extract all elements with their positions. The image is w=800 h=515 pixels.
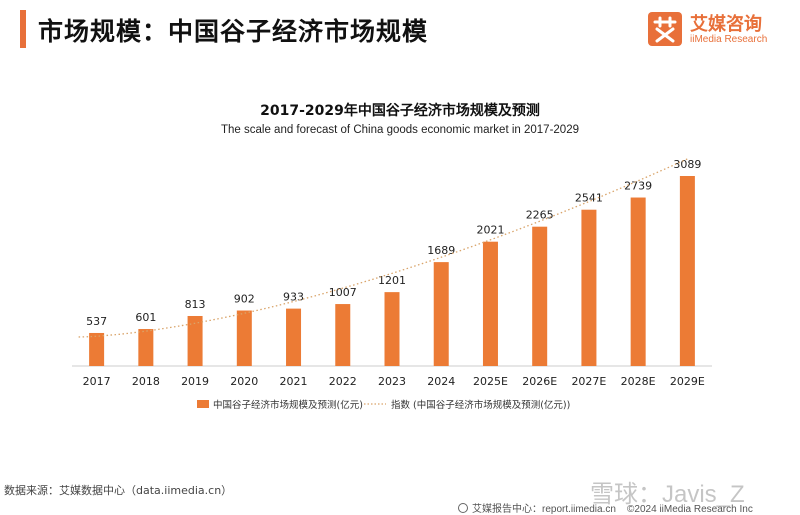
x-tick-2024: 2024: [427, 375, 455, 388]
legend-line-label: 指数 (中国谷子经济市场规模及预测(亿元)): [391, 399, 570, 411]
data-label-2017: 537: [86, 315, 107, 328]
bar-2029E: [679, 176, 695, 366]
data-label-2026E: 2265: [526, 209, 554, 222]
x-tick-2023: 2023: [378, 375, 406, 388]
logo-english-name: iiMedia Research: [690, 34, 768, 45]
x-tick-2018: 2018: [132, 375, 160, 388]
page-title: 市场规模：中国谷子经济市场规模: [38, 17, 429, 46]
data-label-2028E: 2739: [624, 180, 652, 193]
bar-2019: [187, 315, 203, 366]
bar-2026E: [532, 226, 548, 366]
data-source: 数据来源：艾媒数据中心（data.iimedia.cn）: [4, 484, 233, 497]
report-center: 艾媒报告中心：report.iimedia.cn: [472, 504, 616, 515]
footer-info: 艾媒报告中心：report.iimedia.cn ©2024 iiMedia R…: [458, 500, 753, 515]
trend-line: [78, 157, 690, 338]
data-label-2020: 902: [234, 293, 255, 306]
x-tick-2025E: 2025E: [473, 375, 508, 388]
data-label-2029E: 3089: [673, 158, 701, 171]
x-tick-2028E: 2028E: [621, 375, 656, 388]
title-accent-bar: [20, 10, 26, 48]
bar-2027E: [581, 209, 597, 366]
bar-2028E: [630, 197, 646, 366]
x-tick-2029E: 2029E: [670, 375, 705, 388]
logo-chinese-name: 艾媒咨询: [690, 14, 762, 35]
data-label-2019: 813: [185, 298, 206, 311]
bar-2020: [236, 310, 252, 366]
bar-2024: [433, 262, 449, 366]
globe-icon: [458, 503, 468, 513]
x-tick-2022: 2022: [329, 375, 357, 388]
legend-bar-swatch: [197, 400, 209, 408]
x-tick-2026E: 2026E: [522, 375, 557, 388]
data-label-2018: 601: [135, 311, 156, 324]
data-label-2027E: 2541: [575, 192, 603, 205]
bar-2023: [384, 292, 400, 366]
watermark: 雪球：Javis_Z: [590, 481, 745, 508]
data-label-2024: 1689: [427, 244, 455, 257]
x-tick-2019: 2019: [181, 375, 209, 388]
iimedia-logo: 艾媒咨询 iiMedia Research: [648, 10, 788, 50]
x-tick-2021: 2021: [280, 375, 308, 388]
x-tick-2020: 2020: [230, 375, 258, 388]
iimedia-logo-icon: [648, 12, 682, 46]
chart-subtitle: The scale and forecast of China goods ec…: [221, 124, 579, 136]
bar-2022: [335, 304, 351, 366]
bar-2018: [138, 329, 154, 366]
data-label-2021: 933: [283, 291, 304, 304]
bar-2017: [89, 332, 105, 366]
copyright: ©2024 iiMedia Research Inc: [627, 504, 753, 515]
x-tick-2027E: 2027E: [571, 375, 606, 388]
x-tick-2017: 2017: [83, 375, 111, 388]
chart-title: 2017-2029年中国谷子经济市场规模及预测: [260, 103, 540, 119]
data-label-2023: 1201: [378, 274, 406, 287]
bar-2025E: [482, 241, 498, 366]
data-label-2025E: 2021: [476, 224, 504, 237]
data-label-2022: 1007: [329, 286, 357, 299]
legend-bar-label: 中国谷子经济市场规模及预测(亿元): [213, 399, 363, 411]
bar-2021: [286, 308, 302, 366]
